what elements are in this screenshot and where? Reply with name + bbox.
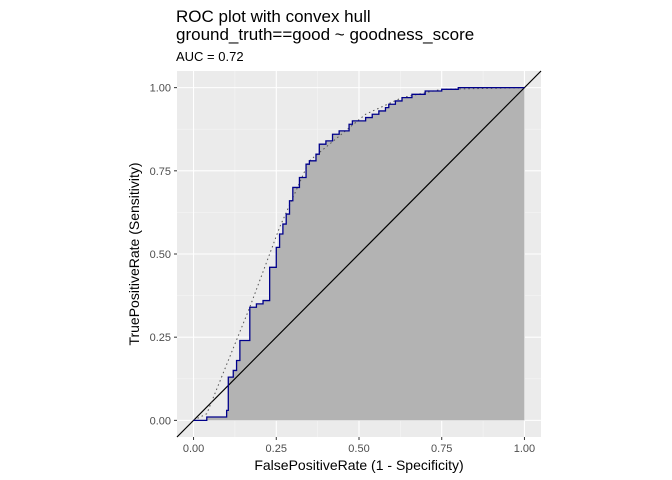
roc-curve-line (193, 86, 525, 422)
y-tick-label: 1.00 (150, 83, 171, 95)
y-tick-label: 0.50 (150, 249, 171, 261)
x-tick-label: 1.00 (514, 443, 535, 455)
x-tick-label: 0.25 (266, 443, 287, 455)
x-tick-label: 0.00 (183, 443, 204, 455)
convex-hull-line (193, 87, 525, 421)
x-tick-label: 0.50 (348, 443, 369, 455)
chart-subtitle: ground_truth==good ~ goodness_score (176, 25, 474, 44)
x-axis-ticks: 0.00 0.25 0.50 0.75 1.00 (183, 437, 535, 455)
x-tick-label: 0.75 (431, 443, 452, 455)
y-tick-label: 0.25 (150, 332, 171, 344)
chart-title: ROC plot with convex hull (176, 7, 371, 26)
y-tick-label: 0.75 (150, 166, 171, 178)
y-axis-title: TruePositiveRate (Sensitivity) (126, 162, 142, 345)
x-axis-title: FalsePositiveRate (1 - Specificity) (254, 457, 463, 473)
diagonal-reference-line (176, 70, 542, 438)
chart-caption: AUC = 0.72 (176, 49, 244, 64)
y-axis-ticks: 0.00 0.25 0.50 0.75 1.00 (150, 83, 177, 427)
y-tick-label: 0.00 (150, 415, 171, 427)
